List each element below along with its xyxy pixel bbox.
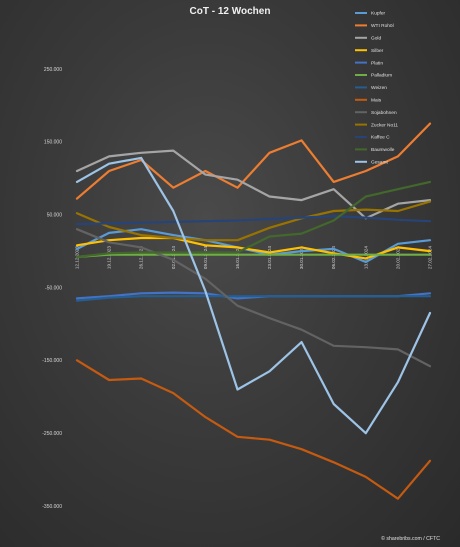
series-line-sojabohnen (75, 228, 432, 368)
legend-label: Kupfer (371, 11, 386, 17)
x-tick-label: 27.02.2024 (428, 246, 433, 269)
y-tick-label: 150.000 (44, 140, 62, 146)
legend-label: WTI Rohöl (371, 23, 394, 29)
legend-label: Zucker No11 (371, 122, 398, 128)
series-line-zucker-no11 (75, 200, 432, 242)
legend-label: Mais (371, 98, 382, 104)
legend-label: Silber (371, 48, 384, 54)
legend-label: Gold (371, 36, 381, 42)
legend: Kupfer WTI Rohöl Gold Silber Platin Palladium… (355, 11, 398, 166)
legend-label: Sojabohnen (371, 110, 397, 116)
legend-label: Baumwolle (371, 147, 395, 153)
x-tick-label: 26.12.2023 (139, 246, 144, 269)
series-line-palladium (75, 253, 432, 258)
legend-label: Platin (371, 60, 383, 66)
legend-label: Kaffee C (371, 135, 390, 141)
series-line-kaffee-c (75, 215, 432, 226)
series-line-weizen (75, 295, 432, 302)
chart-title: CoT - 12 Wochen (190, 6, 271, 17)
credit-text: © sharebribs.com / CFTC (381, 535, 440, 542)
series-line-gesamt (75, 156, 432, 435)
y-tick-label: -250.000 (42, 431, 62, 437)
legend-label: Weizen (371, 85, 387, 91)
y-tick-label: -50.000 (45, 285, 62, 291)
y-tick-label: 250.000 (44, 67, 62, 73)
x-tick-label: 20.02.2024 (395, 246, 400, 269)
y-tick-label: -150.000 (42, 358, 62, 364)
plot-area: 250.000 150.000 50.000 -50.000 -150.000 -250.… (42, 67, 432, 510)
legend-label: Gesamt (371, 160, 388, 166)
x-tick-label: 09.01.2024 (203, 246, 208, 269)
series-line-wti-roh-l (75, 122, 432, 200)
y-tick-label: 50.000 (47, 212, 63, 218)
x-tick-label: 16.01.2024 (235, 246, 240, 269)
x-tick-label: 02.01.2024 (171, 246, 176, 269)
y-tick-label: -350.000 (42, 504, 62, 510)
series-line-silber (75, 236, 432, 260)
x-tick-label: 19.12.2023 (107, 246, 112, 269)
x-tick-label: 23.01.2024 (267, 246, 272, 269)
series-line-baumwolle (75, 180, 432, 258)
series-line-gold (75, 149, 432, 220)
legend-label: Palladium (371, 73, 392, 79)
series-line-mais (75, 359, 432, 500)
x-tick-label: 06.02.2024 (331, 246, 336, 269)
x-tick-label: 30.01.2024 (299, 246, 304, 269)
